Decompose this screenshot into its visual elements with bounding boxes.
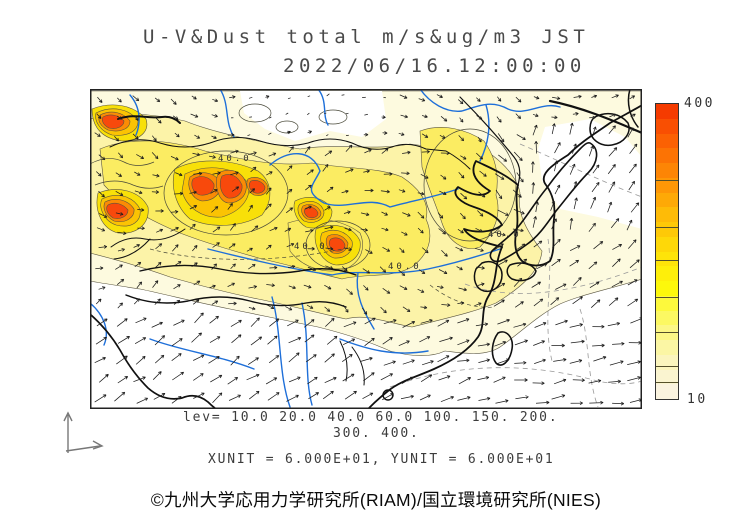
wind-arrows-layer (94, 93, 643, 406)
colorbar-tick (656, 296, 678, 298)
colorbar (655, 103, 679, 400)
contour-levels-line1: lev= 10.0 20.0 40.0 60.0 100. 150. 200. (183, 410, 559, 425)
colorbar-segment (656, 251, 678, 267)
colorbar-segment (656, 192, 678, 208)
x-axis-arrow (65, 445, 101, 452)
colorbar-min-label: 10 (687, 392, 708, 407)
colorbar-segment (656, 118, 678, 134)
colorbar-segment (656, 222, 678, 237)
colorbar-tick (656, 227, 678, 228)
colorbar-segment (656, 177, 678, 193)
unit-scale-line: XUNIT = 6.000E+01, YUNIT = 6.000E+01 (208, 452, 555, 467)
contour-levels-line2: 300. 400. (333, 426, 420, 441)
axis-indicator (63, 411, 104, 453)
gray-dashed-layer (389, 143, 643, 408)
contour-label: 40.0 (294, 242, 328, 252)
contour-label: 40.0 (388, 262, 422, 272)
colorbar-segment (656, 207, 678, 222)
colorbar-tick (656, 382, 678, 384)
colorbar-segment (656, 148, 678, 163)
colorbar-segment (656, 295, 678, 311)
colorbar-tick (656, 332, 678, 334)
colorbar-segment (656, 281, 678, 296)
copyright-text: ©九州大学応用力学研究所(RIAM)/国立環境研究所(NIES) (150, 490, 602, 510)
river-layer (89, 88, 561, 408)
figure-timestamp: 2022/06/16.12:00:00 (283, 55, 586, 77)
colorbar-segment (656, 369, 678, 385)
map-panel: 40.0 40.0 40.0 40.0 (89, 88, 644, 421)
colorbar-tick (656, 366, 678, 368)
colorbar-segment (656, 104, 678, 119)
colorbar-segment (656, 236, 678, 252)
colorbar-segment (656, 266, 678, 281)
colorbar-max-label: 400 (684, 96, 715, 111)
colorbar-segment (656, 133, 678, 149)
colorbar-segment (656, 384, 678, 399)
figure-title: U-V&Dust total m/s&ug/m3 JST (143, 26, 590, 48)
map-canvas: 40.0 40.0 40.0 40.0 (89, 88, 644, 421)
colorbar-tick (656, 180, 678, 182)
colorbar-segment (656, 163, 678, 178)
colorbar-segment (656, 340, 678, 355)
colorbar-tick (656, 260, 678, 262)
contour-label: 40.0 (218, 154, 252, 164)
map-frame (90, 89, 642, 409)
colorbar-segment (656, 310, 678, 326)
colorbar-segment (656, 354, 678, 370)
